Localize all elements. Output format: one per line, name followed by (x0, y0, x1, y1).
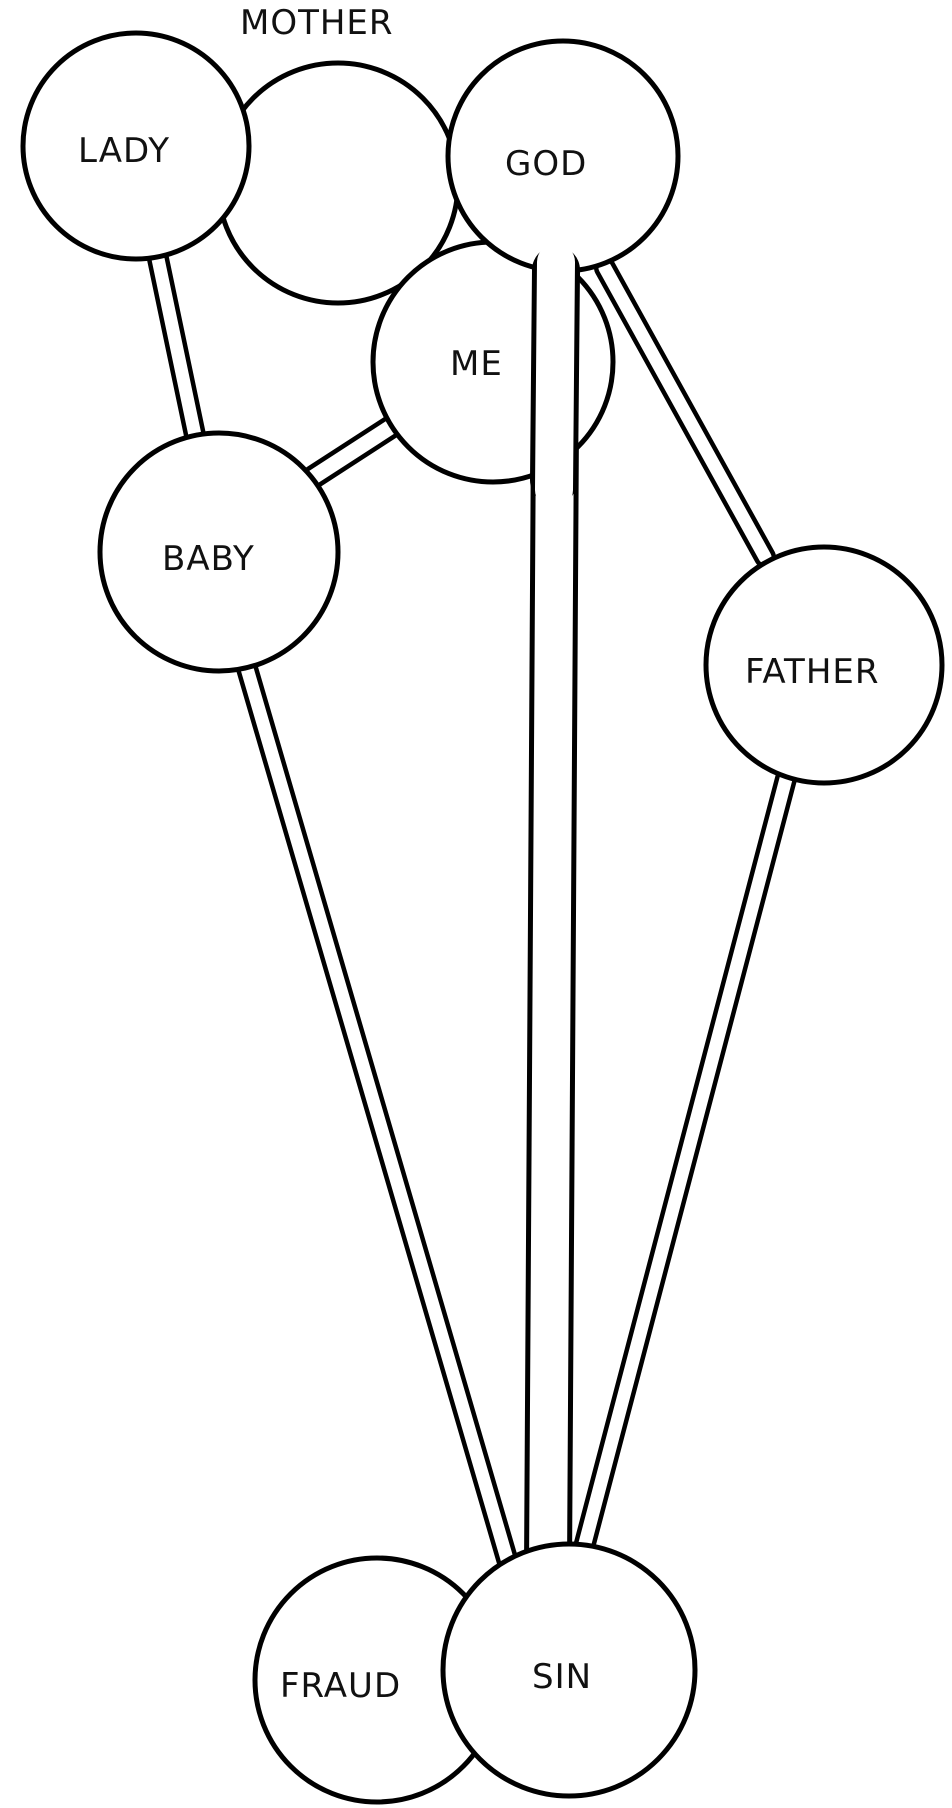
connection-god-sin-overlay (530, 243, 580, 509)
connection-god-father (594, 257, 776, 568)
node-baby (97, 430, 341, 674)
label-father: FATHER (745, 652, 880, 692)
node-sin (440, 1541, 698, 1799)
label-sin: SIN (532, 1657, 592, 1697)
labels-layer: MOTHER LADY GOD ME BABY FATHER FRAUD SIN (78, 3, 880, 1706)
label-me: ME (450, 344, 503, 384)
node-father (703, 544, 945, 786)
connection-father-sin (567, 764, 798, 1581)
label-god: GOD (505, 144, 587, 184)
nodes-layer (20, 30, 945, 1805)
connection-baby-sin (235, 654, 523, 1587)
label-mother: MOTHER (240, 3, 394, 43)
connection-lady-baby (146, 243, 207, 451)
node-lady (20, 30, 252, 262)
connection-baby-me (300, 409, 412, 490)
label-lady: LADY (78, 131, 170, 171)
label-fraud: FRAUD (280, 1666, 401, 1706)
label-baby: BABY (162, 539, 255, 579)
